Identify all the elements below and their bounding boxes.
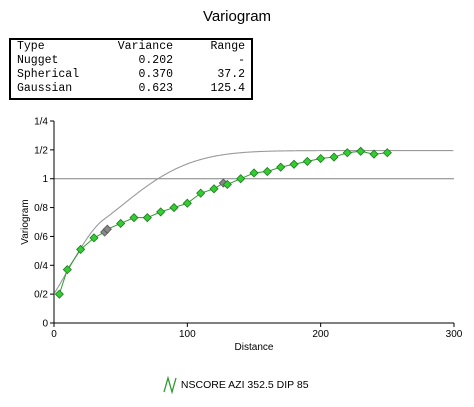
experimental-point[interactable]: [382, 148, 392, 158]
table-row-gaussian: Gaussian 0.623 125.4: [11, 82, 251, 96]
experimental-point[interactable]: [262, 166, 272, 177]
experimental-point[interactable]: [302, 156, 312, 166]
cell-type: Gaussian: [17, 82, 73, 95]
axes-group: 0 0/2 0/4 0/6 0/8 1 1/2 1/4 0 100 200 300: [34, 117, 463, 341]
cell-variance: 0.623: [138, 82, 173, 95]
cell-variance: 0.202: [138, 54, 173, 67]
experimental-point[interactable]: [182, 198, 192, 208]
experimental-point[interactable]: [116, 218, 126, 229]
experimental-point[interactable]: [249, 168, 259, 178]
x-axis-title: Distance: [235, 342, 274, 353]
experimental-point[interactable]: [222, 179, 232, 190]
experimental-point-selected[interactable]: [102, 224, 112, 234]
y-tick-label: 1/2: [34, 145, 48, 156]
model-summary-table: Type Variance Range Nugget 0.202 - Spher…: [9, 38, 253, 100]
cell-range: 125.4: [210, 82, 245, 95]
y-tick-label: 1/4: [34, 117, 48, 128]
experimental-point[interactable]: [169, 203, 179, 213]
chart-title: Variogram: [202, 8, 272, 25]
experimental-point[interactable]: [342, 148, 352, 158]
header-range: Range: [210, 40, 245, 53]
zigzag-line-icon: [163, 375, 177, 395]
table-row-spherical: Spherical 0.370 37.2: [11, 68, 251, 82]
x-tick-label: 0: [51, 329, 57, 340]
experimental-point[interactable]: [156, 207, 166, 217]
experimental-point[interactable]: [196, 188, 206, 198]
experimental-point[interactable]: [89, 233, 99, 243]
y-tick-label: 0/2: [34, 290, 48, 301]
y-tick-label: 0/6: [34, 232, 48, 243]
experimental-point[interactable]: [316, 153, 326, 164]
x-tick-label: 300: [446, 329, 463, 340]
experimental-point[interactable]: [76, 244, 86, 254]
cell-variance: 0.370: [138, 68, 173, 81]
experimental-point[interactable]: [236, 174, 246, 184]
header-variance: Variance: [117, 40, 173, 53]
legend[interactable]: NSCORE AZI 352.5 DIP 85: [162, 375, 309, 395]
x-tick-label: 100: [179, 329, 196, 340]
legend-label: NSCORE AZI 352.5 DIP 85: [180, 379, 309, 391]
y-axis-title: Variogram: [20, 199, 31, 244]
experimental-points-group: [54, 146, 392, 299]
experimental-point[interactable]: [369, 149, 379, 159]
experimental-point[interactable]: [276, 162, 286, 172]
header-type: Type: [17, 40, 45, 53]
y-tick-label: 1: [42, 174, 48, 185]
x-tick-label: 200: [312, 329, 329, 340]
y-tick-label: 0/4: [34, 261, 48, 272]
table-row-nugget: Nugget 0.202 -: [11, 54, 251, 68]
experimental-point[interactable]: [142, 213, 152, 223]
experimental-point[interactable]: [129, 213, 139, 223]
cell-range: 37.2: [217, 68, 245, 81]
y-tick-label: 0/8: [34, 203, 48, 214]
experimental-point[interactable]: [209, 184, 219, 194]
y-tick-label: 0: [42, 319, 48, 330]
table-header-row: Type Variance Range: [11, 40, 251, 54]
variogram-plot[interactable]: 00/20/40/60/811/21/40 100 200 300 Distance …: [0, 0, 474, 370]
experimental-line-group: [58, 150, 388, 295]
cell-type: Spherical: [17, 68, 80, 81]
experimental-point[interactable]: [329, 152, 339, 162]
experimental-point[interactable]: [54, 289, 64, 299]
cell-type: Nugget: [17, 54, 59, 67]
experimental-point[interactable]: [356, 146, 366, 156]
experimental-point[interactable]: [62, 265, 72, 275]
experimental-point[interactable]: [289, 159, 299, 169]
experimental-line: [58, 150, 388, 295]
cell-range: -: [238, 54, 245, 67]
